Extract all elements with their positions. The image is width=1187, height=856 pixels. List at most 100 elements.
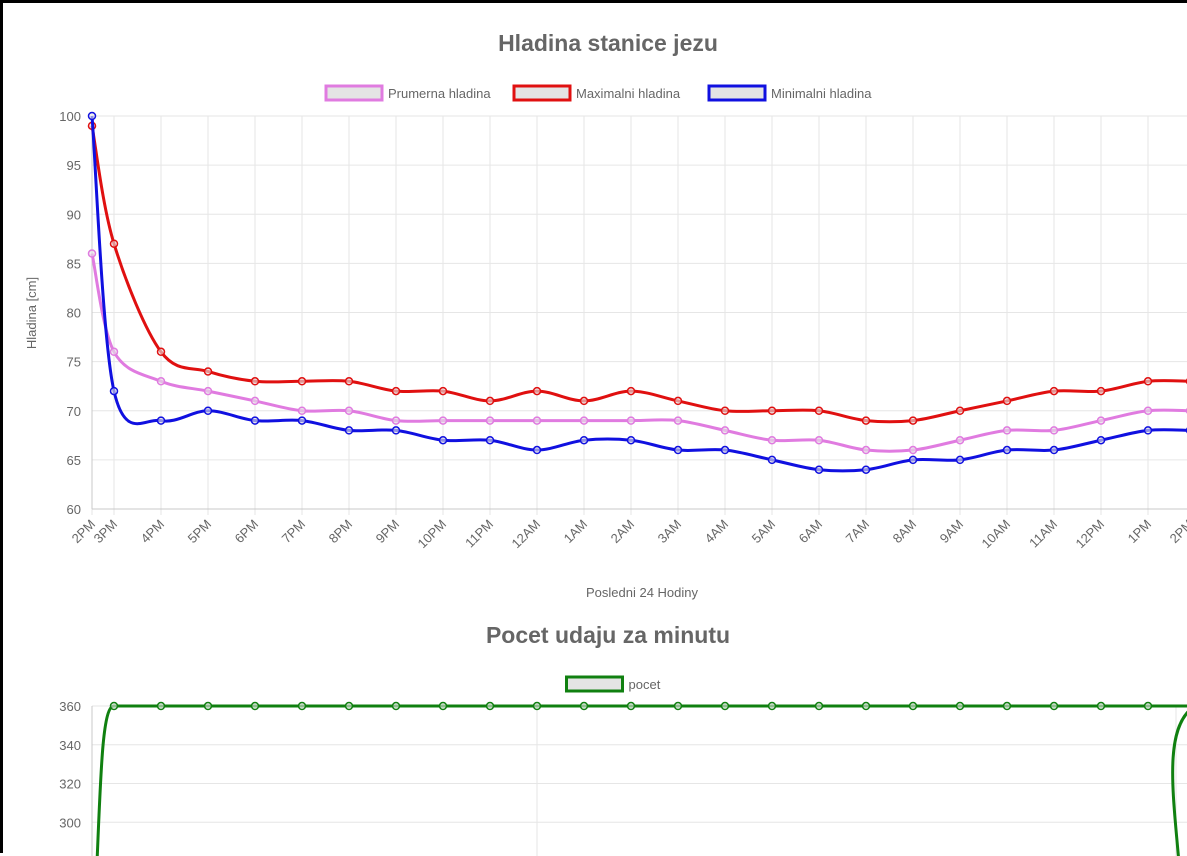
- legend-label: pocet: [629, 677, 661, 692]
- data-point: [722, 703, 729, 710]
- data-point: [111, 703, 118, 710]
- x-axis-title: Posledni 24 Hodiny: [586, 585, 699, 600]
- x-tick-label: 10AM: [978, 517, 1013, 552]
- x-tick-label: 9AM: [937, 517, 967, 547]
- data-point: [816, 466, 823, 473]
- data-point: [1098, 703, 1105, 710]
- data-point: [816, 703, 823, 710]
- x-tick-label: 5AM: [749, 517, 779, 547]
- y-tick-label: 300: [59, 815, 81, 830]
- y-tick-label: 85: [67, 256, 81, 271]
- data-point: [1145, 427, 1152, 434]
- data-point: [393, 417, 400, 424]
- data-point: [1098, 417, 1105, 424]
- data-point: [628, 703, 635, 710]
- data-point: [111, 240, 118, 247]
- data-point: [89, 113, 96, 120]
- data-point: [205, 407, 212, 414]
- grid-lines: [92, 116, 1187, 515]
- data-point: [863, 466, 870, 473]
- data-point: [1098, 388, 1105, 395]
- y-tick-label: 80: [67, 306, 81, 321]
- x-tick-label: 6AM: [796, 517, 826, 547]
- data-point: [675, 397, 682, 404]
- data-point: [299, 407, 306, 414]
- data-point: [1004, 703, 1011, 710]
- data-point: [487, 703, 494, 710]
- data-point: [158, 378, 165, 385]
- data-point: [299, 417, 306, 424]
- y-tick-label: 360: [59, 699, 81, 714]
- y-tick-label: 70: [67, 404, 81, 419]
- data-point: [769, 407, 776, 414]
- legend-swatch: [326, 86, 382, 100]
- data-point: [957, 407, 964, 414]
- data-point: [581, 417, 588, 424]
- y-tick-label: 90: [67, 207, 81, 222]
- data-point: [863, 703, 870, 710]
- data-point: [1145, 378, 1152, 385]
- data-point: [534, 703, 541, 710]
- data-point: [1051, 427, 1058, 434]
- x-tick-label: 3AM: [655, 517, 685, 547]
- data-point: [1098, 437, 1105, 444]
- x-tick-label: 6PM: [232, 517, 262, 547]
- data-point: [675, 417, 682, 424]
- x-tick-label: 1PM: [1125, 517, 1155, 547]
- data-point: [393, 388, 400, 395]
- data-point: [1145, 703, 1152, 710]
- data-point: [863, 417, 870, 424]
- data-point: [299, 378, 306, 385]
- data-point: [440, 388, 447, 395]
- x-tick-label: 1AM: [561, 517, 591, 547]
- data-point: [346, 407, 353, 414]
- data-point: [393, 703, 400, 710]
- data-point: [1051, 447, 1058, 454]
- data-point: [957, 703, 964, 710]
- data-point: [440, 437, 447, 444]
- data-point: [816, 407, 823, 414]
- x-tick-label: 7AM: [843, 517, 873, 547]
- data-point: [111, 348, 118, 355]
- data-point: [910, 417, 917, 424]
- data-point: [205, 703, 212, 710]
- data-point: [158, 348, 165, 355]
- data-point: [205, 368, 212, 375]
- data-point: [675, 703, 682, 710]
- data-point: [346, 703, 353, 710]
- data-point: [628, 388, 635, 395]
- y-tick-label: 320: [59, 777, 81, 792]
- data-point: [628, 437, 635, 444]
- x-tick-label: 11AM: [1026, 517, 1060, 551]
- data-point: [581, 437, 588, 444]
- x-tick-label: 2PM: [1167, 517, 1187, 547]
- series-line: [97, 706, 1187, 856]
- x-tick-label: 8AM: [890, 517, 920, 547]
- data-point: [957, 456, 964, 463]
- data-point: [440, 417, 447, 424]
- data-point: [534, 388, 541, 395]
- legend-swatch: [709, 86, 765, 100]
- data-point: [1004, 397, 1011, 404]
- legend-label: Minimalni hladina: [771, 86, 872, 101]
- data-point: [769, 703, 776, 710]
- data-point: [1051, 388, 1058, 395]
- data-point: [393, 427, 400, 434]
- data-point: [1004, 447, 1011, 454]
- grid-lines: [92, 706, 1187, 856]
- x-tick-label: 11PM: [462, 517, 496, 551]
- x-tick-label: 4PM: [138, 517, 168, 547]
- data-point: [252, 378, 259, 385]
- data-point: [346, 378, 353, 385]
- data-point: [487, 397, 494, 404]
- x-tick-label: 4AM: [702, 517, 732, 547]
- data-point: [722, 407, 729, 414]
- data-point: [534, 417, 541, 424]
- data-point: [910, 447, 917, 454]
- y-tick-label: 340: [59, 738, 81, 753]
- y-axis-title: Hladina [cm]: [24, 277, 39, 349]
- x-tick-label: 5PM: [185, 517, 215, 547]
- x-tick-label: 7PM: [279, 517, 309, 547]
- data-point: [910, 703, 917, 710]
- data-point: [111, 388, 118, 395]
